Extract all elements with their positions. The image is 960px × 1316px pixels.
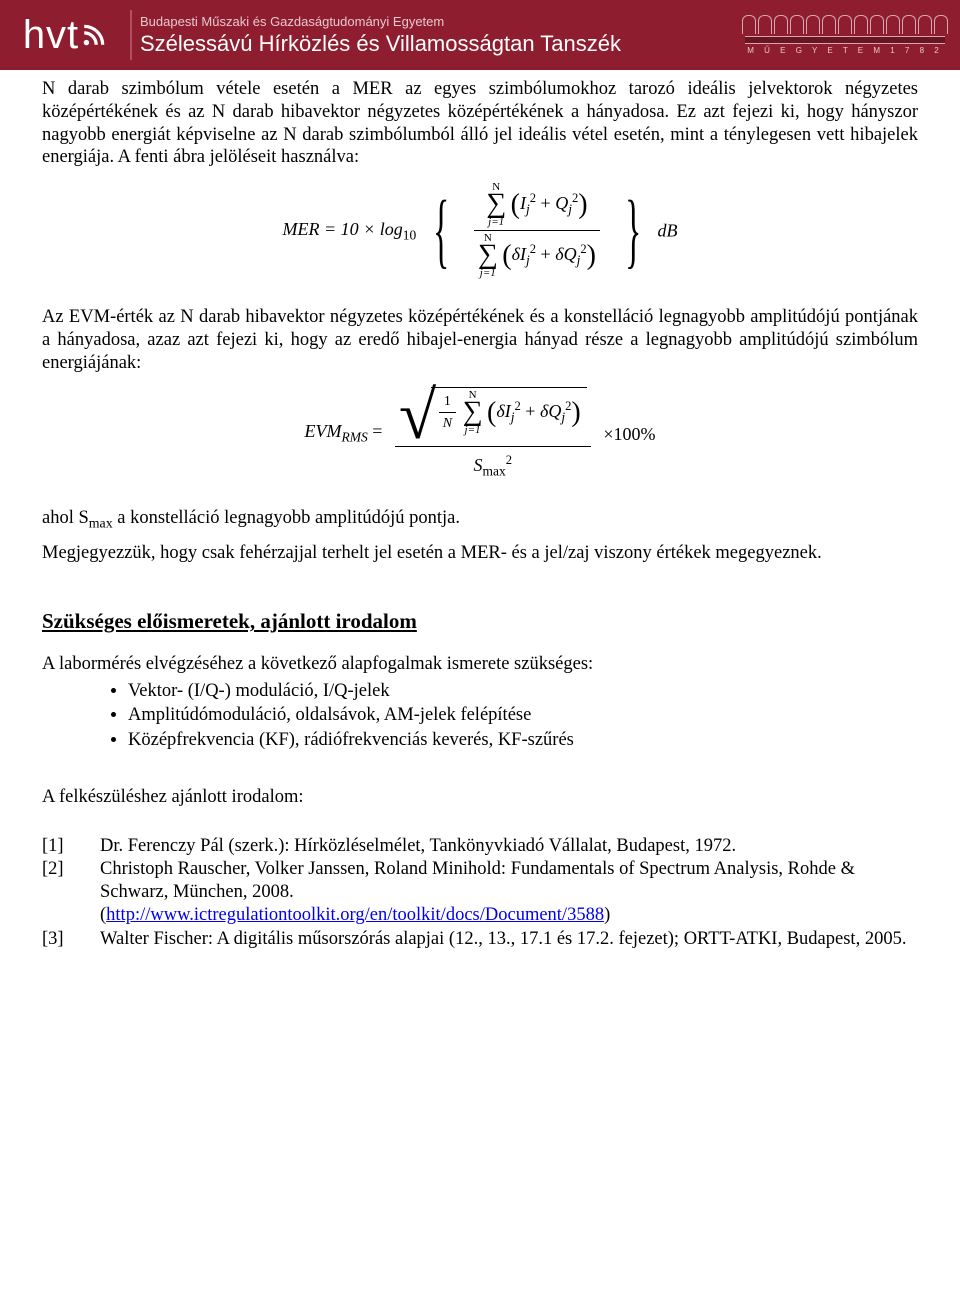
list-item: Középfrekvencia (KF), rádiófrekvenciás k… (128, 729, 918, 752)
department-name: Szélessávú Hírközlés és Villamosságtan T… (140, 31, 730, 57)
rss-icon (81, 22, 107, 48)
page-content: N darab szimbólum vétele esetén a MER az… (0, 70, 960, 991)
prereq-lead: A labormérés elvégzéséhez a következő al… (42, 653, 918, 676)
formula-evm: EVMRMS = √ 1 N N ∑ j=1 (δIj2 (42, 385, 918, 483)
seal-caption: M Ű E G Y E T E M 1 7 8 2 (747, 46, 942, 55)
f1-unit: dB (658, 221, 678, 241)
section-heading-prereq: Szükséges előismeretek, ajánlott irodalo… (42, 609, 918, 635)
logo-text: hvt (23, 13, 79, 58)
list-item: Amplitúdómoduláció, oldalsávok, AM-jelek… (128, 704, 918, 727)
p3-prefix: ahol S (42, 508, 89, 528)
reference-row: [1] Dr. Ferenczy Pál (szerk.): Hírközlés… (42, 835, 918, 858)
formula-mer: MER = 10 × log10 { N ∑ j=1 (Ij2 + Qj2) N… (42, 179, 918, 282)
list-item: Vektor- (I/Q-) moduláció, I/Q-jelek (128, 680, 918, 703)
ref-body: Dr. Ferenczy Pál (szerk.): Hírközléselmé… (100, 835, 918, 858)
f2-lower: j=1 (465, 424, 481, 436)
header-banner: hvt Budapesti Műszaki és Gazdaságtudomán… (0, 0, 960, 70)
ref-num: [3] (42, 928, 100, 951)
university-seal: M Ű E G Y E T E M 1 7 8 2 (730, 0, 960, 70)
p3-suffix: a konstelláció legnagyobb amplitúdójú po… (113, 508, 460, 528)
f2-den: S (474, 455, 483, 475)
f2-lhs-sub: RMS (341, 430, 367, 445)
f1-den-lower: j=1 (480, 267, 496, 279)
f1-lhs-sub: 10 (403, 227, 417, 242)
f1-lhs: MER = 10 × log (282, 219, 402, 239)
f2-den-sup: 2 (506, 453, 512, 467)
refs-lead: A felkészüléshez ajánlott irodalom: (42, 786, 918, 809)
ref-num: [2] (42, 858, 100, 926)
paragraph-1: N darab szimbólum vétele esetén a MER az… (42, 78, 918, 169)
ref-link[interactable]: http://www.ictregulationtoolkit.org/en/t… (106, 905, 604, 925)
f2-eq: = (368, 421, 387, 441)
f1-num-lower: j=1 (488, 216, 504, 228)
ref-body: Walter Fischer: A digitális műsorszórás … (100, 928, 918, 951)
f2-den-sub: max (483, 464, 506, 479)
banner-text-block: Budapesti Műszaki és Gazdaságtudományi E… (130, 10, 730, 60)
ref-body: Christoph Rauscher, Volker Janssen, Rola… (100, 858, 918, 926)
reference-row: [2] Christoph Rauscher, Volker Janssen, … (42, 858, 918, 926)
f2-lhs: EVM (305, 421, 342, 441)
references: [1] Dr. Ferenczy Pál (szerk.): Hírközlés… (42, 835, 918, 951)
prereq-list: Vektor- (I/Q-) moduláció, I/Q-jelek Ampl… (42, 680, 918, 752)
paragraph-4: Megjegyezzük, hogy csak fehérzajjal terh… (42, 542, 918, 565)
reference-row: [3] Walter Fischer: A digitális műsorszó… (42, 928, 918, 951)
f2-tail: ×100% (603, 424, 655, 444)
paragraph-3: ahol Smax a konstelláció legnagyobb ampl… (42, 507, 918, 533)
logo: hvt (0, 0, 130, 70)
p3-sub: max (89, 516, 113, 531)
ref2-text: Christoph Rauscher, Volker Janssen, Rola… (100, 859, 855, 902)
ref-num: [1] (42, 835, 100, 858)
university-name: Budapesti Műszaki és Gazdaságtudományi E… (140, 14, 730, 29)
paragraph-2: Az EVM-érték az N darab hibavektor négyz… (42, 306, 918, 374)
